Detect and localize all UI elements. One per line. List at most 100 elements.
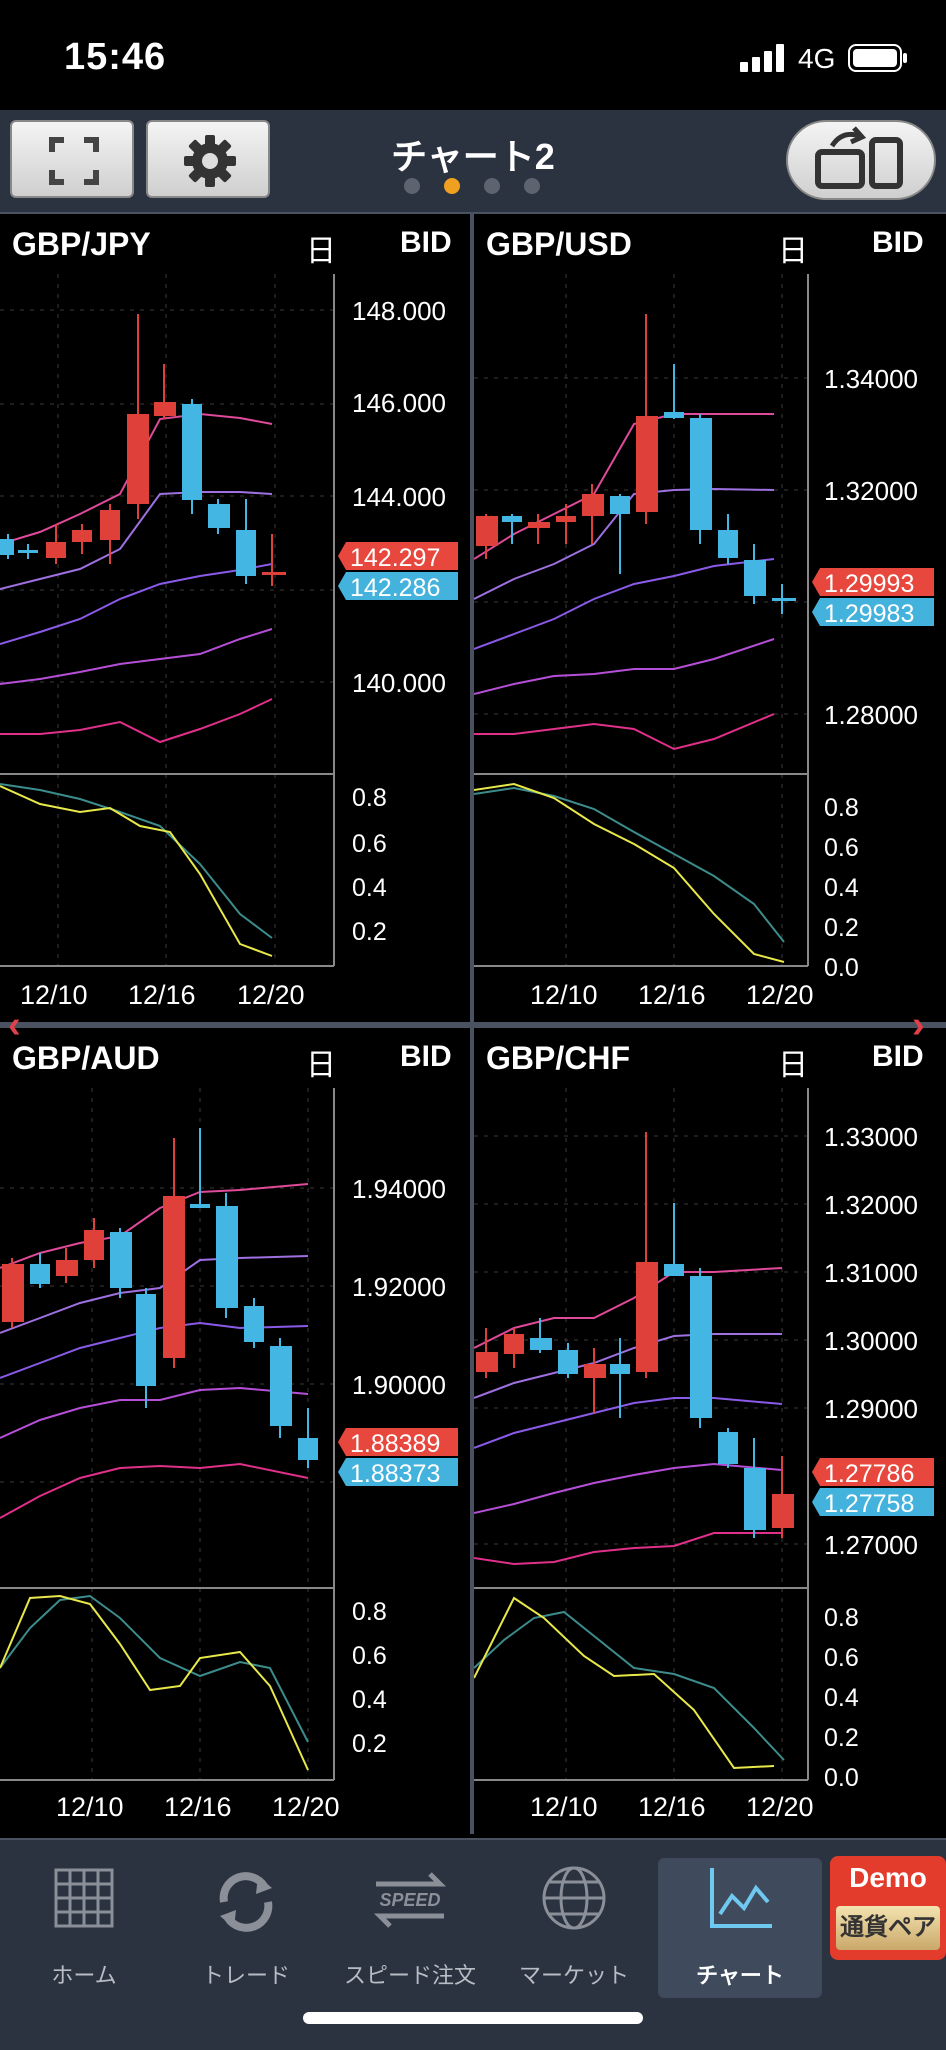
nav-label: チャート [696,1963,784,1988]
chart-panel-gbpusd[interactable]: GBP/USD 日 BID [474,214,946,1022]
date-axis-label: 12/16 [638,980,706,1010]
page-dot[interactable] [484,178,500,194]
osc-axis-label: 0.6 [824,834,859,862]
home-indicator[interactable] [303,2012,643,2024]
ask-price-tag: 1.29993 [824,570,915,598]
nav-chart[interactable]: チャート [658,1858,822,1998]
bid-price-tag: 1.29983 [824,600,915,628]
chart-panel-gbpjpy[interactable]: GBP/JPY 日 BID [0,214,470,1022]
status-bar: 15:46 4G [0,0,946,110]
candlestick-chart [474,1088,934,1781]
swap-layout-button[interactable] [786,120,936,200]
pair-name[interactable]: GBP/JPY [12,226,151,262]
price-axis-label: 1.30000 [824,1326,918,1356]
osc-axis-label: 0.6 [352,1642,387,1670]
osc-axis-label: 0.4 [352,1686,387,1714]
period-label[interactable]: 日 [306,1049,336,1082]
osc-axis-label: 0.4 [352,874,387,902]
date-axis-label: 12/10 [530,1792,598,1822]
settings-button[interactable] [146,120,270,198]
osc-axis-label: 0.2 [352,918,387,946]
fullscreen-button[interactable] [10,120,134,198]
nav-trade[interactable]: トレード [166,1858,326,1998]
osc-axis-label: 0.2 [352,1730,387,1758]
ask-price-tag: 1.27786 [824,1460,915,1488]
globe-icon [542,1866,606,1930]
candlestick-chart [0,1088,458,1781]
price-side-label[interactable]: BID [872,226,924,259]
nav-home[interactable]: ホーム [4,1858,164,1998]
pair-name[interactable]: GBP/AUD [12,1040,160,1076]
osc-axis-label: 0.6 [824,1644,859,1672]
price-axis-label: 140.000 [352,668,446,698]
chart-panel-gbpchf[interactable]: GBP/CHF 日 BID [474,1028,946,1834]
date-axis-label: 12/10 [530,980,598,1010]
price-axis-label: 1.32000 [824,476,918,506]
panel-divider [0,1022,946,1028]
osc-axis-label: 0.8 [352,784,387,812]
nav-market[interactable]: マーケット [494,1858,654,1998]
bid-price-tag: 142.286 [350,574,441,602]
page-title: チャート2 [391,136,555,177]
price-axis-label: 144.000 [352,482,446,512]
price-axis-label: 146.000 [352,388,446,418]
date-axis-label: 12/20 [272,1792,340,1822]
price-axis-label: 1.31000 [824,1258,918,1288]
demo-label: Demo [849,1862,927,1893]
page-dot[interactable] [404,178,420,194]
currency-pair-label: 通貨ペア [836,1906,940,1950]
price-side-label[interactable]: BID [400,226,452,259]
date-axis-label: 12/16 [128,980,196,1010]
date-axis-label: 12/16 [164,1792,232,1822]
date-axis-label: 12/20 [746,1792,814,1822]
date-axis-label: 12/10 [56,1792,124,1822]
osc-axis-label: 0.8 [824,794,859,822]
price-axis-label: 1.92000 [352,1272,446,1302]
battery-icon [848,44,907,72]
nav-speed-order[interactable]: SPEED スピード注文 [330,1858,490,1998]
pair-name[interactable]: GBP/CHF [486,1040,630,1076]
chart-panel-gbpaud[interactable]: GBP/AUD 日 BID [0,1028,470,1834]
osc-axis-label: 0.8 [352,1598,387,1626]
bid-price-tag: 1.27758 [824,1490,915,1518]
date-axis-label: 12/20 [746,980,814,1010]
page-dot[interactable] [524,178,540,194]
nav-label: トレード [201,1963,290,1988]
device-rotate-icon [815,126,903,189]
ask-price-tag: 1.88389 [350,1430,441,1458]
price-axis-label: 1.94000 [352,1174,446,1204]
osc-axis-label: 0.4 [824,1684,859,1712]
candlestick-chart [0,274,458,967]
osc-axis-label: 0.0 [824,1764,859,1792]
period-label[interactable]: 日 [778,235,808,268]
date-axis-label: 12/10 [20,980,88,1010]
period-label[interactable]: 日 [306,235,336,268]
page-dot-active[interactable] [444,178,460,194]
price-side-label[interactable]: BID [400,1040,452,1073]
grid-icon [54,1868,114,1928]
demo-currency-pair-button[interactable]: Demo 通貨ペア [830,1856,946,1960]
gear-icon [184,135,236,187]
svg-text:SPEED: SPEED [379,1890,440,1910]
prev-page-arrow-icon[interactable]: ‹ [8,1004,21,1046]
price-axis-label: 1.34000 [824,364,918,394]
candlestick-chart [474,274,934,967]
price-axis-label: 1.90000 [352,1370,446,1400]
chart-header: チャート2 [0,110,946,214]
nav-label: スピード注文 [343,1963,476,1988]
osc-axis-label: 0.8 [824,1604,859,1632]
next-page-arrow-icon[interactable]: › [912,1004,925,1046]
osc-axis-label: 0.0 [824,954,859,982]
price-axis-label: 148.000 [352,296,446,326]
bid-price-tag: 1.88373 [350,1460,441,1488]
date-axis-label: 12/20 [237,980,305,1010]
status-time: 15:46 [64,36,167,78]
price-side-label[interactable]: BID [872,1040,924,1073]
osc-axis-label: 0.2 [824,1724,859,1752]
ask-price-tag: 142.297 [350,544,441,572]
nav-label: マーケット [518,1963,629,1988]
period-label[interactable]: 日 [778,1049,808,1082]
network-type: 4G [798,43,836,74]
price-axis-label: 1.29000 [824,1394,918,1424]
pair-name[interactable]: GBP/USD [486,226,632,262]
